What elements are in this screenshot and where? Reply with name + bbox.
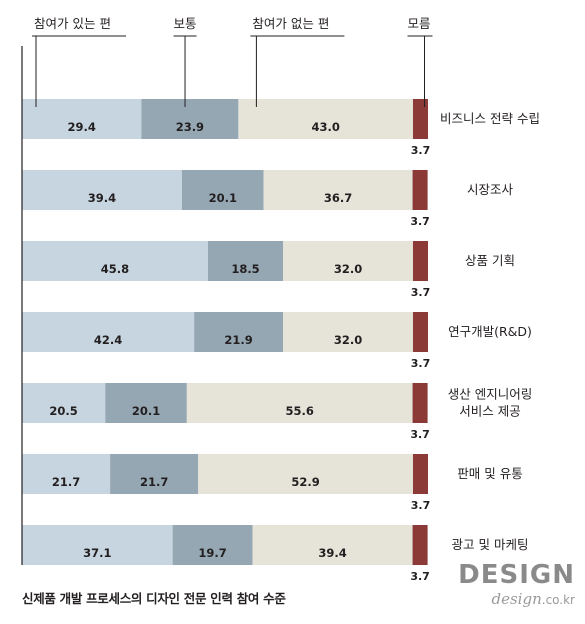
brand-url: design.co.kr — [458, 590, 576, 609]
bar-모름-2 — [412, 170, 428, 210]
legend-label-모름: 모름 — [407, 16, 430, 31]
value-label: 19.7 — [198, 546, 226, 560]
category-label-1: 비즈니스 전략 수립 — [440, 111, 540, 126]
value-label: 21.7 — [140, 475, 168, 489]
bar-모름-1 — [412, 99, 428, 139]
value-label: 32.0 — [334, 262, 362, 276]
brand-url-tld: .co.kr — [541, 593, 575, 607]
legend-label-참여가-없는-편: 참여가 없는 편 — [252, 16, 329, 31]
bar-모름-6 — [412, 454, 428, 494]
bar-참여가-있는-편-5 — [22, 383, 106, 423]
bar-보통-7 — [172, 525, 253, 565]
bar-참여가-없는-편-4 — [283, 312, 413, 352]
value-label: 52.9 — [291, 475, 319, 489]
value-label: 20.1 — [132, 404, 160, 418]
value-label-unknown: 3.7 — [411, 286, 431, 299]
value-label-unknown: 3.7 — [411, 144, 431, 157]
value-label-unknown: 3.7 — [410, 570, 430, 580]
bar-참여가-있는-편-7 — [22, 525, 173, 565]
value-label: 21.9 — [224, 333, 252, 347]
bar-참여가-없는-편-7 — [252, 525, 413, 565]
bar-보통-3 — [207, 241, 284, 281]
bar-참여가-있는-편-3 — [22, 241, 208, 281]
value-label: 21.7 — [52, 475, 80, 489]
value-label-unknown: 3.7 — [410, 428, 430, 441]
chart-caption: 신제품 개발 프로세스의 디자인 전문 인력 참여 수준 — [22, 591, 286, 606]
brand-logo: DESIGN design.co.kr — [458, 562, 575, 609]
brand-word: DESIGN — [458, 560, 575, 590]
bar-참여가-없는-편-1 — [238, 99, 413, 139]
value-label: 37.1 — [83, 546, 111, 560]
value-label: 32.0 — [334, 333, 362, 347]
bar-모름-3 — [412, 241, 428, 281]
value-label: 42.4 — [94, 333, 122, 347]
bar-보통-5 — [105, 383, 187, 423]
value-label: 36.7 — [324, 191, 352, 205]
bar-참여가-없는-편-5 — [186, 383, 413, 423]
value-label: 45.8 — [101, 262, 129, 276]
bar-참여가-있는-편-4 — [22, 312, 195, 352]
brand-url-name: design — [491, 590, 542, 608]
legend-label-참여가-있는-편: 참여가 있는 편 — [34, 16, 111, 31]
bar-보통-1 — [141, 99, 239, 139]
value-label: 43.0 — [312, 120, 340, 134]
value-label-unknown: 3.7 — [411, 357, 431, 370]
bar-모름-7 — [412, 525, 428, 565]
category-label-3: 상품 기획 — [465, 253, 515, 268]
value-label: 29.4 — [67, 120, 95, 134]
bar-보통-6 — [110, 454, 199, 494]
category-label-7: 광고 및 마케팅 — [452, 537, 529, 552]
value-label: 20.1 — [209, 191, 237, 205]
category-label-6: 판매 및 유통 — [457, 466, 522, 481]
value-label: 23.9 — [176, 120, 204, 134]
value-label: 39.4 — [88, 191, 116, 205]
bar-참여가-있는-편-6 — [22, 454, 111, 494]
bar-모름-5 — [412, 383, 428, 423]
value-label: 39.4 — [318, 546, 346, 560]
value-label: 18.5 — [231, 262, 259, 276]
value-label-unknown: 3.7 — [410, 215, 430, 228]
category-label-4: 연구개발(R&D) — [448, 324, 532, 339]
category-label-5: 생산 엔지니어링 서비스 제공 — [448, 387, 532, 419]
legend-label-보통: 보통 — [174, 16, 197, 31]
bar-참여가-없는-편-6 — [198, 454, 413, 494]
stacked-bar-chart: 29.4 23.9 43.0 3.7 39.4 20.1 36.7 3.7 45.8 18.5 32… — [21, 16, 540, 580]
value-label: 20.5 — [49, 404, 77, 418]
bar-참여가-있는-편-2 — [22, 170, 182, 210]
category-label-2: 시장조사 — [467, 182, 514, 197]
bar-모름-4 — [412, 312, 428, 352]
bar-보통-2 — [181, 170, 264, 210]
bar-참여가-없는-편-2 — [263, 170, 413, 210]
bar-참여가-있는-편-1 — [22, 99, 142, 139]
bar-참여가-없는-편-3 — [283, 241, 413, 281]
value-label: 55.6 — [286, 404, 314, 418]
bar-보통-4 — [194, 312, 284, 352]
value-label-unknown: 3.7 — [411, 499, 431, 512]
